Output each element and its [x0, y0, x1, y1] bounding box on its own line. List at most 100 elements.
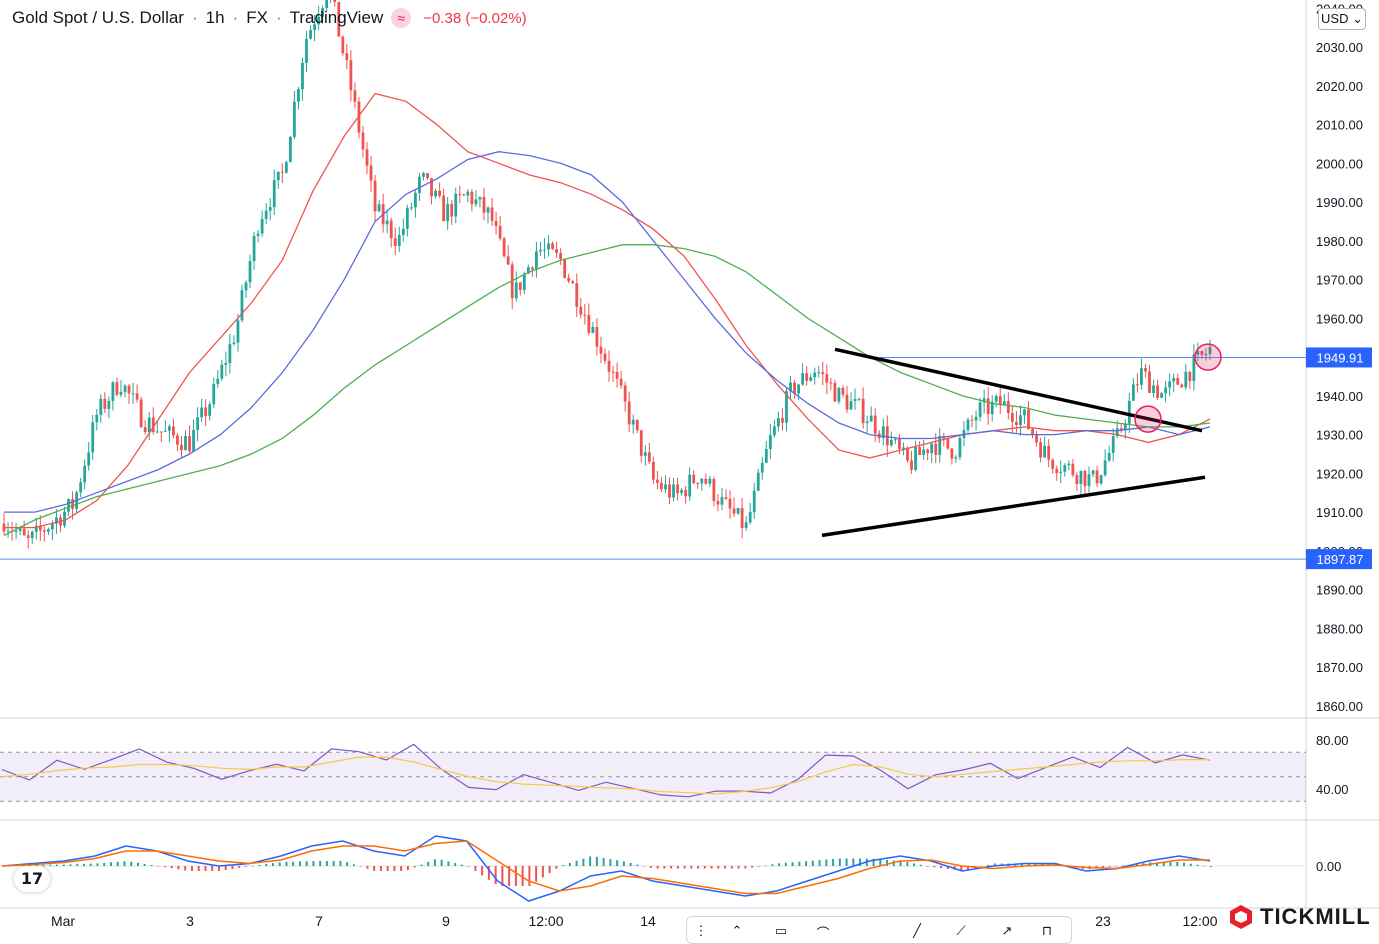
candle-body — [1119, 428, 1123, 430]
candle-body — [466, 191, 470, 196]
candle-body — [163, 430, 167, 432]
macd-histogram-bar — [379, 866, 382, 871]
candle-body — [922, 449, 926, 455]
candle-body — [579, 306, 583, 315]
line-icon[interactable]: ╱ — [913, 923, 921, 938]
candle-body — [914, 446, 917, 470]
macd-histogram-bar — [1196, 864, 1199, 866]
macd-histogram-bar — [697, 866, 700, 869]
macd-histogram-bar — [1169, 862, 1172, 866]
macd-histogram-bar — [319, 861, 322, 866]
macd-histogram-bar — [690, 866, 693, 869]
candle-body — [1135, 384, 1139, 386]
candle-body — [87, 452, 91, 466]
macd-histogram-bar — [82, 863, 85, 866]
candle-body — [813, 372, 817, 378]
candle-body — [442, 195, 446, 222]
macd-histogram-bar — [386, 866, 389, 871]
macd-histogram-bar — [487, 866, 490, 880]
candle-body — [244, 282, 248, 291]
macd-histogram-bar — [960, 866, 963, 871]
candle-body — [46, 529, 50, 532]
candle-body — [611, 371, 615, 373]
candle-body — [535, 251, 538, 270]
candle-body — [51, 523, 54, 530]
macd-histogram-bar — [406, 866, 409, 871]
candle-body — [599, 346, 603, 354]
wave-icon[interactable]: ≈ — [391, 8, 412, 28]
candle-body — [555, 249, 558, 253]
candle-body — [397, 235, 401, 247]
macd-histogram-bar — [514, 866, 517, 886]
candle-body — [692, 474, 696, 483]
macd-histogram-bar — [143, 863, 146, 866]
macd-histogram-bar — [825, 859, 828, 866]
currency-selector[interactable]: USD ⌄ — [1318, 8, 1366, 30]
cursor-icon[interactable]: ⌃ — [731, 923, 743, 938]
macd-histogram-bar — [946, 866, 949, 870]
candle-body — [530, 267, 534, 270]
tradingview-logo-icon[interactable]: 17 — [14, 866, 50, 892]
candle-body — [583, 314, 587, 316]
interval-label[interactable]: 1h — [205, 8, 225, 27]
path-icon[interactable]: ⌒ — [816, 926, 830, 941]
candle-body — [450, 203, 454, 217]
candle-body — [184, 436, 187, 451]
candle-body — [341, 36, 345, 54]
candle-body — [1063, 465, 1067, 472]
candle-body — [1083, 470, 1087, 487]
macd-histogram-bar — [1021, 863, 1024, 866]
candle-body — [470, 191, 474, 205]
rectangle-icon[interactable]: ▭ — [774, 923, 788, 938]
ray-icon[interactable]: ⟋ — [956, 923, 966, 938]
candle-body — [1002, 401, 1006, 406]
candle-body — [107, 400, 111, 409]
macd-histogram-bar — [730, 866, 733, 869]
x-tick-label: 23 — [1095, 913, 1111, 929]
candle-body — [1192, 354, 1196, 382]
candle-body — [1176, 377, 1180, 385]
candle-body — [1115, 428, 1119, 437]
macd-histogram-bar — [717, 866, 720, 869]
macd-histogram-bar — [710, 866, 713, 869]
candle-body — [204, 407, 208, 416]
candle-body — [926, 449, 930, 454]
candle-body — [849, 401, 853, 410]
x-tick-label: 7 — [315, 913, 323, 929]
candle-body — [817, 372, 821, 374]
candle-body — [83, 465, 87, 483]
macd-histogram-bar — [602, 857, 605, 866]
candle-body — [401, 228, 405, 236]
triangle-upper-line — [834, 347, 1203, 433]
measure-icon[interactable]: ⊓ — [1041, 923, 1053, 938]
candle-body — [934, 443, 938, 455]
candle-body — [837, 387, 841, 402]
arrow-icon[interactable]: ↗ — [1001, 923, 1013, 938]
candle-body — [1035, 434, 1038, 443]
candle-body — [490, 207, 494, 221]
candle-body — [18, 528, 22, 531]
dots-icon[interactable]: ⋮ — [694, 923, 708, 938]
macd-histogram-bar — [55, 864, 58, 866]
macd-histogram-bar — [940, 866, 943, 869]
symbol-title[interactable]: Gold Spot / U.S. Dollar — [12, 8, 184, 27]
y-tick-label: 1860.00 — [1316, 699, 1363, 714]
macd-histogram-bar — [474, 866, 477, 872]
candle-body — [1200, 351, 1204, 355]
macd-histogram-bar — [980, 866, 983, 867]
candle-body — [446, 203, 450, 222]
candle-body — [785, 391, 788, 423]
candle-body — [147, 417, 151, 433]
macd-histogram-bar — [373, 866, 376, 871]
candle-body — [6, 530, 10, 532]
candle-body — [664, 484, 667, 490]
candle-body — [660, 482, 663, 490]
candle-body — [67, 499, 70, 512]
candle-body — [14, 530, 18, 532]
candle-body — [228, 344, 232, 363]
x-tick-label: 12:00 — [1182, 913, 1217, 929]
candle-body — [2, 523, 6, 532]
macd-histogram-bar — [643, 866, 646, 867]
macd-histogram-bar — [805, 861, 808, 866]
